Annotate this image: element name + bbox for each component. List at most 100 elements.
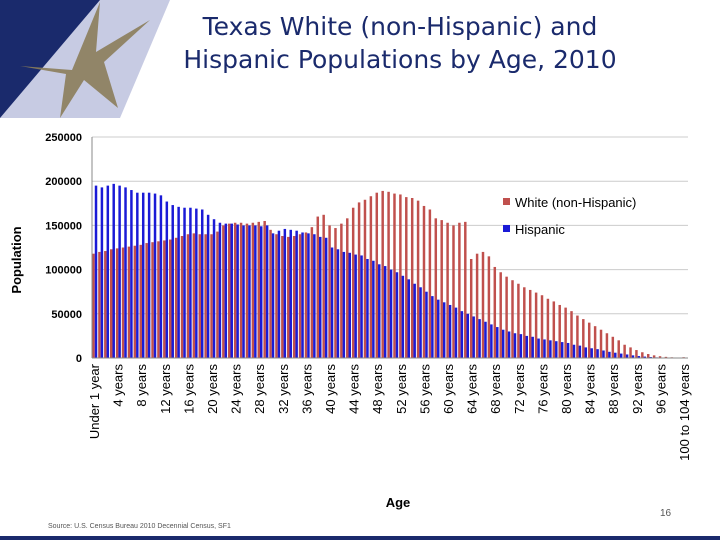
- bar-hispanic: [319, 236, 322, 358]
- x-tick-label: 96 years: [653, 364, 668, 414]
- bar-hispanic: [118, 185, 121, 358]
- bar-hispanic: [330, 247, 334, 358]
- bar-white: [233, 222, 237, 358]
- bar-hispanic: [560, 342, 564, 358]
- y-tick-label: 150000: [45, 220, 82, 232]
- bar-white: [98, 251, 101, 358]
- bar-hispanic: [549, 340, 552, 358]
- bar-white: [245, 223, 249, 358]
- bar-hispanic: [342, 251, 346, 358]
- title-line-2: Hispanic Populations by Age, 2010: [183, 45, 617, 74]
- bar-white: [428, 209, 432, 358]
- bar-hispanic: [165, 201, 169, 358]
- y-tick-label: 50000: [51, 309, 82, 321]
- bar-white: [422, 205, 426, 358]
- bar-hispanic: [348, 252, 351, 358]
- bar-white: [257, 221, 261, 358]
- bar-white: [570, 311, 573, 358]
- bar-hispanic: [183, 207, 186, 358]
- bar-hispanic: [324, 237, 328, 358]
- source-note: Source: U.S. Census Bureau 2010 Decennia…: [48, 523, 231, 530]
- bar-white: [469, 258, 473, 358]
- bar-hispanic: [153, 193, 157, 358]
- bar-hispanic: [112, 183, 115, 358]
- bar-white: [499, 272, 502, 358]
- x-tick-label: 92 years: [630, 364, 645, 414]
- bar-white: [405, 197, 408, 358]
- bar-white: [351, 207, 355, 358]
- x-tick-label: 52 years: [394, 364, 409, 414]
- bar-hispanic: [271, 233, 275, 358]
- bar-hispanic: [354, 254, 357, 358]
- bar-white: [121, 247, 125, 358]
- x-tick-label: 44 years: [347, 364, 362, 414]
- y-tick-label: 100000: [45, 265, 82, 277]
- bar-white: [641, 352, 644, 358]
- bars-layer: [92, 183, 688, 358]
- x-tick-label: 20 years: [205, 364, 220, 414]
- bar-hispanic: [555, 341, 558, 358]
- bar-white: [346, 218, 349, 358]
- legend: White (non-Hispanic) Hispanic: [503, 195, 636, 237]
- bar-hispanic: [537, 338, 540, 358]
- bar-white: [393, 193, 396, 358]
- bar-white: [216, 231, 219, 358]
- bar-white: [316, 216, 320, 358]
- bar-white: [287, 236, 290, 358]
- bar-hispanic: [484, 321, 487, 358]
- bar-white: [617, 340, 620, 358]
- bar-white: [239, 222, 243, 358]
- x-tick-label: 88 years: [606, 364, 621, 414]
- x-axis-label: Age: [386, 495, 411, 510]
- bar-hispanic: [106, 185, 110, 358]
- bar-white: [334, 228, 337, 358]
- bar-white: [646, 354, 650, 358]
- bar-hispanic: [100, 187, 104, 358]
- bar-hispanic: [224, 223, 228, 358]
- bar-hispanic: [248, 225, 251, 358]
- bar-hispanic: [596, 349, 599, 358]
- bar-white: [505, 276, 508, 358]
- bar-hispanic: [578, 345, 582, 358]
- bar-white: [458, 222, 461, 358]
- star-logo-icon: [0, 0, 170, 118]
- x-tick-label: 64 years: [465, 364, 480, 414]
- bar-white: [109, 249, 113, 358]
- bar-white: [192, 233, 196, 358]
- legend-label-hispanic: Hispanic: [515, 222, 565, 237]
- bar-hispanic: [260, 226, 263, 358]
- bar-hispanic: [336, 249, 340, 358]
- bar-white: [263, 220, 266, 358]
- bar-white: [511, 280, 514, 358]
- bar-white: [174, 237, 178, 358]
- bar-white: [564, 307, 567, 358]
- bar-white: [104, 251, 107, 358]
- bar-hispanic: [254, 225, 257, 358]
- bar-white: [198, 234, 201, 358]
- bar-hispanic: [437, 299, 440, 358]
- bar-white: [481, 251, 485, 358]
- bar-white: [658, 356, 662, 358]
- bar-white: [440, 220, 443, 358]
- bar-hispanic: [242, 225, 245, 358]
- bar-hispanic: [313, 234, 316, 358]
- bar-hispanic: [206, 214, 210, 358]
- x-tick-label: 40 years: [323, 364, 338, 414]
- bar-white: [304, 232, 308, 358]
- page-title: Texas White (non-Hispanic) and Hispanic …: [120, 10, 680, 76]
- bar-white: [399, 194, 402, 358]
- bar-white: [115, 248, 119, 358]
- bar-white: [540, 295, 544, 358]
- bar-white: [145, 243, 148, 358]
- bar-hispanic: [307, 233, 310, 358]
- bar-hispanic: [478, 319, 481, 358]
- bar-hispanic: [136, 192, 139, 358]
- bar-hispanic: [360, 255, 363, 358]
- bar-hispanic: [608, 351, 611, 358]
- bar-hispanic: [507, 331, 511, 358]
- y-tick-label: 200000: [45, 176, 82, 188]
- bar-white: [446, 222, 449, 358]
- bar-white: [434, 218, 438, 358]
- bar-hispanic: [413, 283, 416, 358]
